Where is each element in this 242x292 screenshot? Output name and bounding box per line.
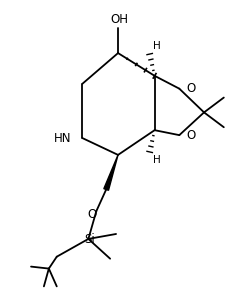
Polygon shape [104, 155, 118, 190]
Text: HN: HN [54, 132, 72, 145]
Text: O: O [186, 82, 196, 95]
Text: OH: OH [110, 13, 128, 26]
Text: O: O [186, 129, 196, 142]
Text: H: H [153, 155, 160, 165]
Text: H: H [153, 41, 160, 51]
Text: Si: Si [84, 233, 95, 246]
Text: O: O [88, 208, 97, 221]
